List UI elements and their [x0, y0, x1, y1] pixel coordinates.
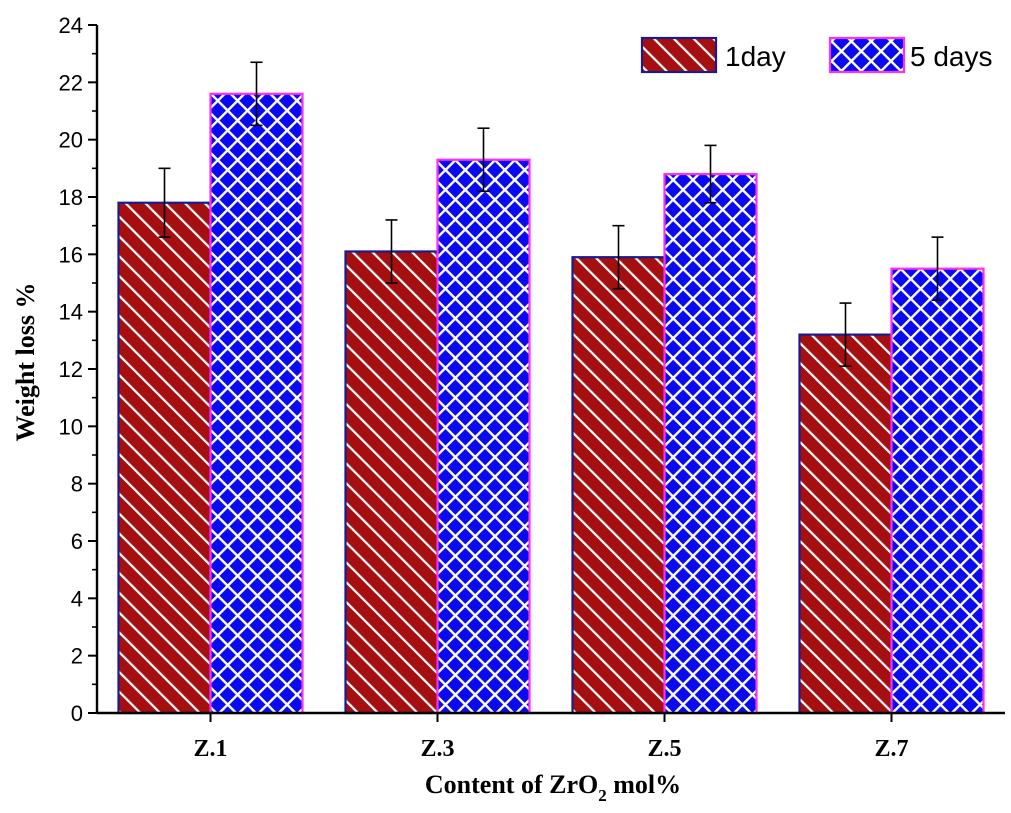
- bar-5-days-Z.7: [890, 267, 985, 715]
- error-bar-5-days-Z.7: [931, 236, 944, 302]
- y-tick-label: 16: [59, 242, 83, 267]
- error-bar-1day-Z.7: [839, 302, 852, 367]
- bar-1day-Z.7: [798, 333, 893, 715]
- y-tick-label: 14: [59, 300, 83, 325]
- y-tick-label: 6: [71, 529, 83, 554]
- bars-layer: [117, 61, 985, 715]
- x-axis-label-main: Content of ZrO: [425, 770, 598, 799]
- y-tick-label: 18: [59, 185, 83, 210]
- bar-1day-Z.3: [344, 250, 439, 715]
- y-tick-label: 0: [71, 701, 83, 726]
- x-axis-label: Content of ZrO2 mol%: [425, 770, 681, 805]
- y-tick-label: 2: [71, 644, 83, 669]
- y-tick-label: 8: [71, 472, 83, 497]
- x-axis-label-tail: mol%: [607, 770, 681, 799]
- x-tick-label: Z.5: [647, 736, 681, 762]
- error-bar-1day-Z.1: [158, 167, 171, 238]
- x-tick-label: Z.1: [193, 736, 227, 762]
- error-bar-5-days-Z.1: [250, 61, 263, 127]
- y-tick-label: 12: [59, 357, 83, 382]
- y-tick-label: 4: [71, 586, 83, 611]
- bar-5-days-Z.3: [436, 158, 531, 715]
- legend-swatch-1day: [640, 36, 718, 74]
- error-bar-1day-Z.3: [385, 219, 398, 284]
- axis-labels: Weight loss % Content of ZrO2 mol%: [11, 283, 681, 805]
- y-tick-label: 22: [59, 70, 83, 95]
- bar-5-days-Z.1: [209, 92, 304, 715]
- legend: 1day 5 days: [640, 36, 993, 74]
- y-tick-label: 10: [59, 414, 83, 439]
- y-tick-label: 20: [59, 128, 83, 153]
- legend-swatch-5-days: [828, 36, 906, 74]
- bar-1day-Z.5: [571, 256, 666, 715]
- bar-1day-Z.1: [117, 201, 212, 715]
- x-tick-label: Z.3: [420, 736, 454, 762]
- y-axis-label: Weight loss %: [11, 283, 40, 442]
- legend-label-5-days: 5 days: [910, 41, 993, 72]
- legend-label-1day: 1day: [725, 41, 786, 72]
- x-axis-label-subscript: 2: [598, 786, 607, 805]
- x-tick-label: Z.7: [874, 736, 908, 762]
- error-bar-5-days-Z.3: [477, 127, 490, 193]
- y-tick-label: 24: [59, 13, 83, 38]
- error-bar-1day-Z.5: [612, 224, 625, 290]
- bar-5-days-Z.5: [663, 172, 758, 715]
- error-bar-5-days-Z.5: [704, 144, 717, 204]
